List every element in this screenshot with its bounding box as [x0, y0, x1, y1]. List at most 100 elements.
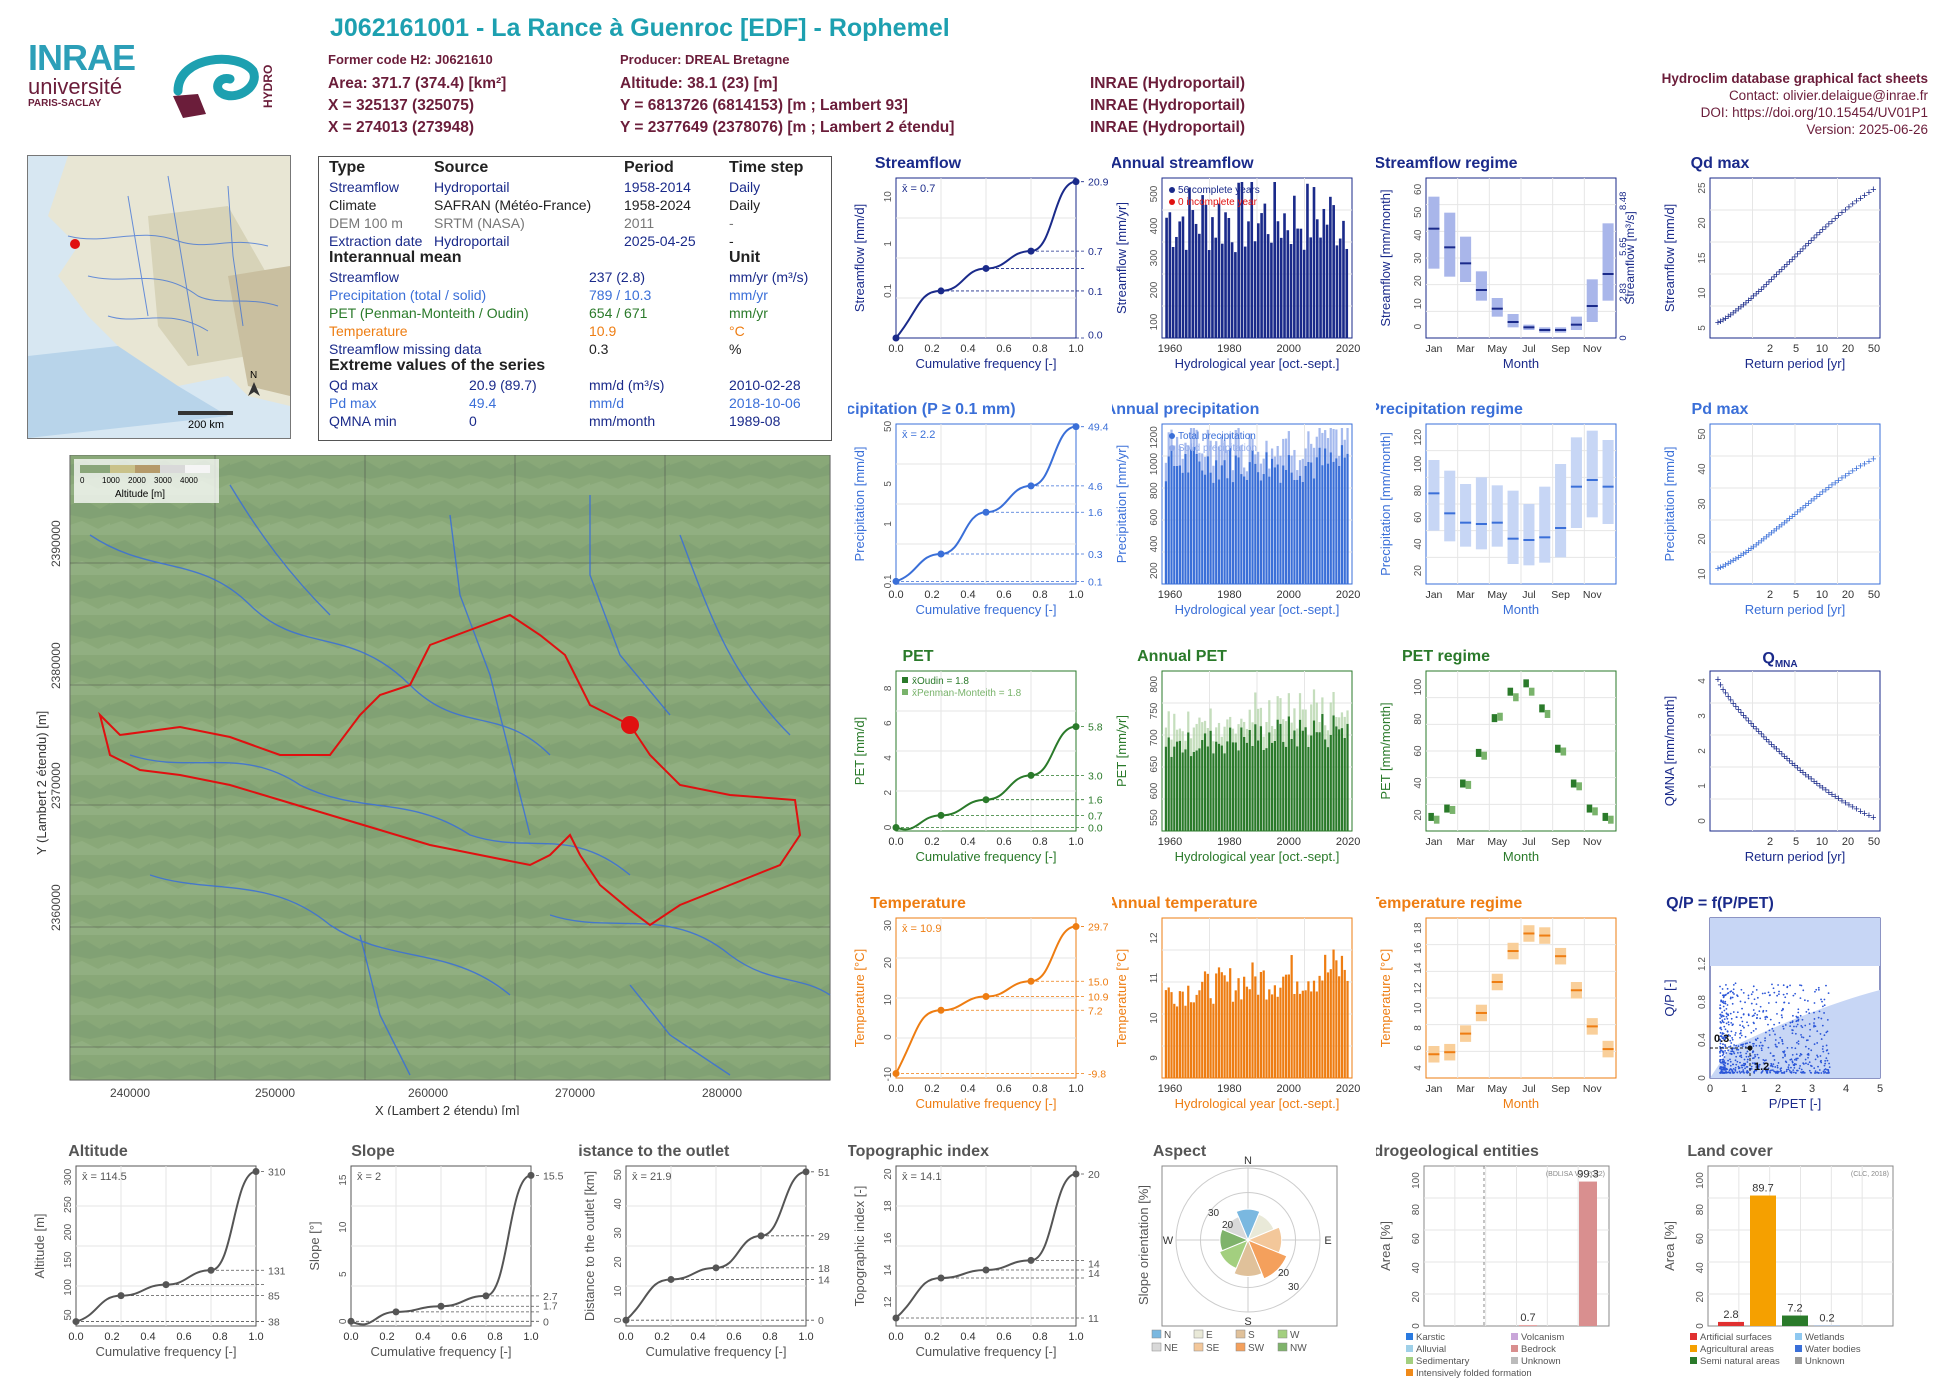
qp-point	[1800, 984, 1803, 987]
annual-bar	[1263, 203, 1267, 338]
annual-bar	[1310, 991, 1313, 1078]
x-axis-label: Cumulative frequency [-]	[916, 602, 1057, 617]
qp-point	[1769, 1018, 1772, 1021]
annual-bar	[1207, 250, 1211, 338]
y-tick: 60	[1695, 1233, 1706, 1245]
chart-title: Temperature	[870, 895, 966, 912]
regime-box-oudin	[1475, 748, 1482, 757]
x-tick: 1960	[1158, 1083, 1182, 1095]
y-axis-label: PET [mm/yr]	[1114, 715, 1129, 787]
annual-bar-secondary	[1324, 725, 1327, 740]
y-tick: 400	[1149, 217, 1160, 234]
aspect-sector	[1247, 1239, 1288, 1280]
right-tick: 85	[268, 1291, 280, 1303]
x-tick: 1980	[1217, 343, 1241, 355]
right-tick: 0.3	[1088, 549, 1103, 561]
map-xtick-3: 260000	[408, 1086, 448, 1100]
annual-bar	[1217, 967, 1221, 1078]
extreme-qd-date: 2010-02-28	[729, 377, 801, 393]
qp-point	[1804, 1024, 1807, 1027]
x-tick: 1	[1741, 1083, 1747, 1095]
annual-bar-secondary	[1203, 720, 1207, 734]
x-tick: Sep	[1551, 836, 1570, 848]
y-tick: 3	[1697, 713, 1708, 719]
return-period-point: +	[1735, 304, 1741, 316]
qp-point	[1754, 1012, 1756, 1015]
qp-point	[1719, 1017, 1721, 1020]
y-tick: 20	[1697, 533, 1708, 545]
right-tick: 8.48	[1618, 192, 1629, 211]
y-tick: 20	[1695, 1291, 1706, 1303]
qp-point	[1819, 1033, 1822, 1035]
annual-bar	[1321, 980, 1324, 1078]
right-tick: 0.1	[1088, 576, 1103, 588]
qp-point	[1827, 1052, 1830, 1055]
return-period-point: +	[1730, 307, 1736, 319]
qp-point	[1796, 1019, 1799, 1022]
qp-point	[1751, 1062, 1754, 1065]
return-period-point: +	[1745, 545, 1751, 557]
return-period-point: +	[1805, 238, 1811, 250]
qp-point	[1744, 1067, 1746, 1070]
annual-bar	[1240, 727, 1243, 831]
qp-point	[1791, 1061, 1794, 1064]
qp-point	[1746, 1042, 1749, 1045]
annual-bar	[1335, 245, 1339, 338]
row-dem-source: SRTM (NASA)	[434, 215, 525, 231]
qp-point	[1735, 1063, 1738, 1066]
qp-point	[1721, 1011, 1723, 1014]
annual-bar	[1215, 973, 1218, 1078]
qp-point	[1750, 993, 1753, 996]
qp-point	[1778, 993, 1780, 996]
return-period-point: +	[1761, 731, 1767, 743]
annual-bar-secondary	[1310, 443, 1313, 463]
regime-box	[1586, 430, 1598, 518]
annual-bar	[1187, 985, 1190, 1078]
qp-point	[1742, 1064, 1744, 1067]
return-period-point: +	[1740, 549, 1746, 561]
map-ytick-2: 2380000	[49, 642, 63, 689]
bar	[1718, 1321, 1744, 1326]
return-period-point: +	[1728, 309, 1734, 321]
qp-point	[1723, 1067, 1726, 1069]
annual-bar	[1217, 479, 1221, 584]
y-tick: 20	[883, 1168, 894, 1180]
return-period-point: +	[1733, 701, 1739, 713]
qp-point	[1738, 1067, 1741, 1069]
regime-box-oudin	[1586, 804, 1593, 813]
landcover-chart: Land cover(CLC, 2018)2.889.77.20.2020406…	[1662, 1143, 1894, 1367]
x-tick: 0.0	[618, 1331, 633, 1343]
mean-precip-unit: mm/yr	[729, 287, 768, 303]
annual-bar	[1322, 208, 1326, 338]
qp-point	[1792, 994, 1795, 997]
qp-point	[1809, 1028, 1812, 1031]
qp-point	[1729, 997, 1732, 1000]
qp-point	[1744, 1001, 1746, 1004]
annual-bar-secondary	[1223, 440, 1226, 461]
y-tick: 800	[1149, 482, 1160, 499]
table-head-type: Type	[329, 159, 366, 176]
annual-bar	[1270, 458, 1274, 584]
qp-point	[1823, 1004, 1826, 1007]
source-label: (CLC, 2018)	[1851, 1171, 1889, 1178]
qp-point	[1747, 1055, 1750, 1058]
annual-bar	[1257, 223, 1260, 338]
annual-bar-secondary	[1265, 722, 1268, 749]
qp-point	[1732, 983, 1735, 986]
x-tick: 0.4	[960, 1083, 975, 1095]
annual-bar-secondary	[1187, 711, 1190, 733]
right-tick: 49.4	[1088, 422, 1109, 434]
chart-title: Slope	[351, 1143, 395, 1160]
annual-bar-secondary	[1167, 711, 1170, 738]
qp-point	[1719, 1055, 1722, 1058]
hydrogeol-chart: Hydrogeological entities(BDLISA V3, 2022…	[1376, 1143, 1610, 1379]
x-axis-label: Cumulative frequency [-]	[916, 849, 1057, 864]
y-lambert2: Y = 2377649 (2378076) [m ; Lambert 2 éte…	[620, 119, 955, 136]
return-period-point: +	[1802, 241, 1808, 253]
qp-point	[1719, 1004, 1722, 1007]
qp-point	[1726, 987, 1729, 990]
legend-swatch	[1277, 1329, 1288, 1339]
qp-point	[1776, 1071, 1779, 1074]
legend-swatch	[1235, 1342, 1246, 1352]
x-axis-label: Hydrological year [oct.-sept.]	[1175, 849, 1340, 864]
